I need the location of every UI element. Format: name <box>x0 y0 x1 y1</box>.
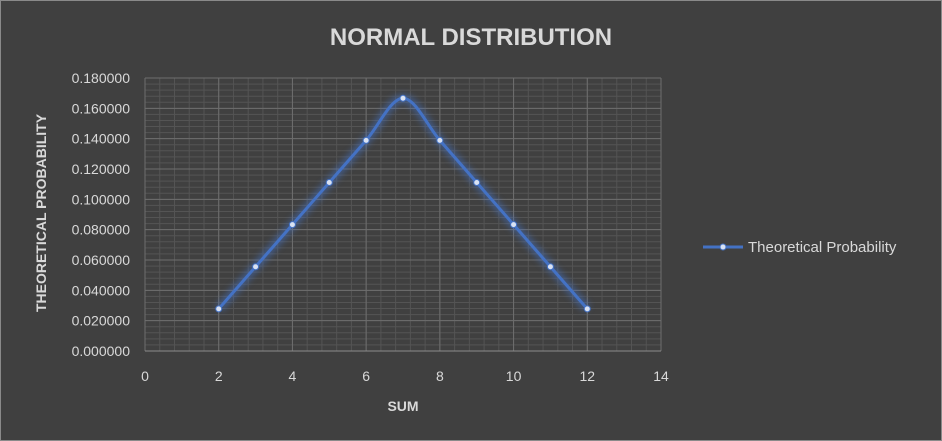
x-tick-label: 6 <box>362 368 370 384</box>
data-point <box>510 221 518 229</box>
series-line <box>217 96 589 310</box>
legend-point-marker <box>719 243 727 251</box>
x-tick-label: 14 <box>653 368 669 384</box>
series-glow <box>215 94 591 312</box>
data-point <box>288 221 296 229</box>
data-point <box>399 94 407 102</box>
x-tick-label: 2 <box>215 368 223 384</box>
y-tick-label: 0.180000 <box>72 70 131 86</box>
chart-title: NORMAL DISTRIBUTION <box>330 24 612 51</box>
legend-label: Theoretical Probability <box>748 239 897 256</box>
legend: Theoretical Probability <box>703 239 897 256</box>
x-tick-label: 4 <box>289 368 297 384</box>
series-layer <box>215 94 591 313</box>
x-tick-label: 0 <box>141 368 149 384</box>
data-point <box>436 136 444 144</box>
y-tick-label: 0.060000 <box>72 252 131 268</box>
x-tick-label: 10 <box>506 368 522 384</box>
y-tick-label: 0.160000 <box>72 100 131 116</box>
data-point <box>546 263 554 271</box>
data-point <box>362 136 370 144</box>
y-tick-label: 0.080000 <box>72 222 131 238</box>
y-axis-title: THEORETICAL PROBABILITY <box>33 113 49 312</box>
data-point <box>252 263 260 271</box>
y-tick-label: 0.040000 <box>72 282 131 298</box>
data-point <box>215 305 223 313</box>
data-point <box>325 178 333 186</box>
gridlines <box>144 77 662 352</box>
y-tick-label: 0.120000 <box>72 161 131 177</box>
y-tick-label: 0.020000 <box>72 313 131 329</box>
axes: 0 2 4 6 8 10 12 14 0.000000 0.020000 0.040000 0.060… <box>72 70 669 384</box>
y-tick-label: 0.140000 <box>72 131 131 147</box>
x-tick-label: 12 <box>579 368 595 384</box>
data-point <box>473 178 481 186</box>
y-tick-label: 0.000000 <box>72 343 131 359</box>
x-axis-title: SUM <box>387 398 418 414</box>
y-tick-label: 0.100000 <box>72 191 131 207</box>
data-point <box>583 305 591 313</box>
x-tick-label: 8 <box>436 368 444 384</box>
